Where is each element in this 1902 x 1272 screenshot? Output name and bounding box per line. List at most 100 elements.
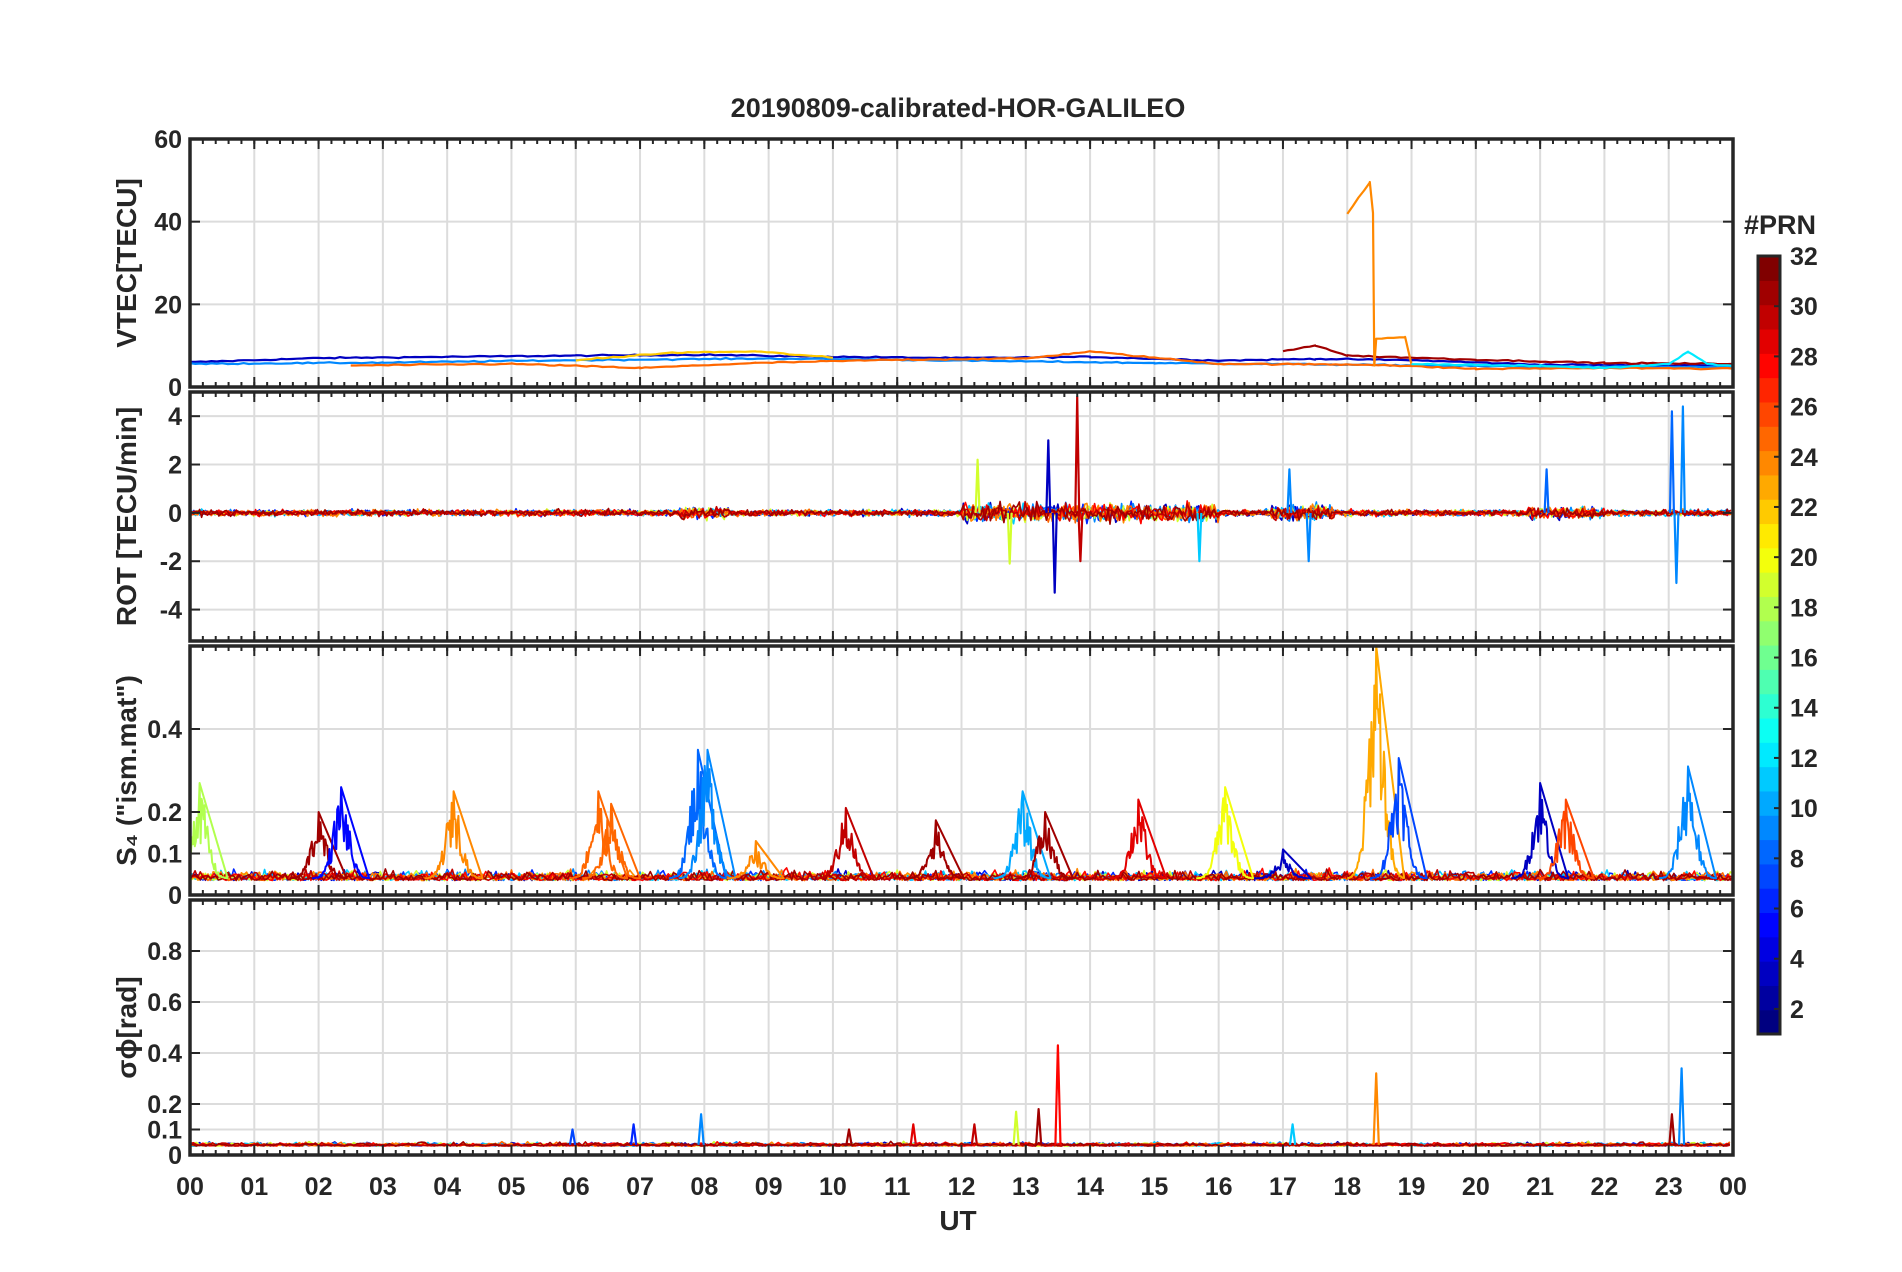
y-tick-label: 0.8 xyxy=(147,938,182,966)
series-prn-31 xyxy=(1282,344,1733,366)
panel-data xyxy=(190,395,1732,594)
x-tick-label: 12 xyxy=(948,1173,976,1201)
colorbar-tick-label: 18 xyxy=(1790,594,1818,622)
y-tick-label: 0.4 xyxy=(147,716,182,744)
panel-frame xyxy=(188,390,1735,643)
y-axis-label: ROT [TECU/min] xyxy=(111,407,142,626)
colorbar-segment xyxy=(1758,280,1780,306)
burst-prn-24 xyxy=(726,840,785,880)
colorbar-segment xyxy=(1758,863,1780,889)
colorbar-segment xyxy=(1758,645,1780,670)
x-axis: 00 01 02 03 04 05 06 07 08 09 10 11 12 13 14 15 16 17 18 19… xyxy=(176,1173,1747,1201)
colorbar-segment xyxy=(1758,304,1780,330)
colorbar-tick-label: 22 xyxy=(1790,494,1818,522)
colorbar-segment xyxy=(1758,523,1780,549)
colorbar-segment xyxy=(1758,377,1780,403)
colorbar-tick-label: 24 xyxy=(1790,444,1818,472)
panel-rot: -4 -2 0 2 4 ROT [TECU/min] xyxy=(111,390,1735,643)
y-axis-label: S₄ ("ism.mat") xyxy=(111,675,142,866)
spike-prn-8 xyxy=(1668,410,1675,513)
spike-prn-19 xyxy=(1012,1110,1020,1145)
y-tick-label: -4 xyxy=(160,597,182,625)
spike-prn-31 xyxy=(1668,1113,1676,1145)
colorbar-tick-label: 30 xyxy=(1790,293,1818,321)
colorbar-segment xyxy=(1758,669,1780,695)
panel-data xyxy=(190,646,1733,882)
spike-prn-3 xyxy=(1051,512,1058,594)
x-tick-label: 08 xyxy=(690,1173,718,1201)
colorbar-segment xyxy=(1758,499,1780,525)
colorbar-segment xyxy=(1758,742,1780,768)
series-prn-31 xyxy=(190,1140,1731,1147)
colorbar-segment xyxy=(1758,474,1780,500)
series-prn-12 xyxy=(1411,350,1733,370)
y-tick-label: 0 xyxy=(168,1142,182,1170)
colorbar-tick-label: 12 xyxy=(1790,745,1818,773)
colorbar-segment xyxy=(1758,328,1780,354)
x-tick-label: 23 xyxy=(1655,1173,1683,1201)
spike-prn-8 xyxy=(1543,468,1550,513)
spike-prn-24 xyxy=(1372,1072,1380,1145)
x-tick-label: 05 xyxy=(498,1173,526,1201)
chart-title: 20190809-calibrated-HOR-GALILEO xyxy=(731,93,1186,123)
x-tick-label: 21 xyxy=(1526,1173,1554,1201)
burst-prn-5 xyxy=(312,786,371,880)
x-tick-label: 00 xyxy=(1719,1173,1747,1201)
colorbar-segment xyxy=(1758,596,1780,622)
x-tick-label: 06 xyxy=(562,1173,590,1201)
spike-prn-9 xyxy=(1305,512,1312,563)
colorbar-segment xyxy=(1758,815,1780,841)
series-prn-25 xyxy=(350,350,1733,371)
burst-prn-23 xyxy=(1347,646,1406,879)
spike-prn-19 xyxy=(1006,512,1013,565)
colorbar-segment xyxy=(1758,888,1780,914)
spike-prn-11 xyxy=(1288,1123,1297,1145)
burst-prn-3 xyxy=(1511,782,1570,880)
burst-prn-29 xyxy=(1109,798,1168,880)
colorbar-segment xyxy=(1758,936,1780,962)
x-tick-label: 16 xyxy=(1205,1173,1233,1201)
panel-vtec: 0 20 40 60 VTEC[TECU] xyxy=(111,126,1735,402)
burst-prn-30 xyxy=(816,806,875,880)
colorbar-segment xyxy=(1758,401,1780,427)
spike-prn-11 xyxy=(1196,512,1203,563)
colorbar-segment xyxy=(1758,1009,1780,1035)
colorbar-tick-label: 28 xyxy=(1790,343,1818,371)
spike-prn-19 xyxy=(974,458,981,513)
burst-prn-31 xyxy=(289,811,348,880)
y-tick-label: 0.1 xyxy=(147,1117,182,1145)
x-tick-label: 20 xyxy=(1462,1173,1490,1201)
y-tick-label: 40 xyxy=(154,209,182,237)
colorbar-segment xyxy=(1758,572,1780,597)
y-tick-label: 0 xyxy=(168,374,182,402)
burst-prn-9 xyxy=(1658,765,1717,880)
colorbar-segment xyxy=(1758,985,1780,1011)
burst-prn-9 xyxy=(678,748,737,880)
x-axis-label: UT xyxy=(939,1205,976,1236)
x-tick-label: 09 xyxy=(755,1173,783,1201)
burst-prn-26 xyxy=(1536,798,1595,880)
y-tick-label: 60 xyxy=(154,126,182,154)
y-axis-label: VTEC[TECU] xyxy=(111,178,142,348)
x-tick-label: 01 xyxy=(240,1173,268,1201)
y-tick-label: 0.1 xyxy=(147,841,182,869)
burst-prn-7 xyxy=(1369,757,1428,880)
panel-frame xyxy=(188,898,1735,1157)
colorbar-segment xyxy=(1758,620,1780,646)
colorbar-tick-label: 26 xyxy=(1790,394,1818,422)
colorbar-tick-label: 20 xyxy=(1790,544,1818,572)
y-tick-label: 0.2 xyxy=(147,1091,182,1119)
colorbar-frame xyxy=(1756,254,1782,1036)
x-tick-label: 00 xyxy=(176,1173,204,1201)
series-prn-3 xyxy=(190,353,1733,368)
colorbar-segment xyxy=(1758,961,1780,986)
spike-prn-9 xyxy=(1679,405,1686,513)
axis-ticks xyxy=(189,392,1734,641)
x-tick-label: 22 xyxy=(1591,1173,1619,1201)
spike-prn-31 xyxy=(845,1128,853,1145)
colorbar-segment xyxy=(1758,717,1780,743)
series-prn-24 xyxy=(1346,180,1413,367)
